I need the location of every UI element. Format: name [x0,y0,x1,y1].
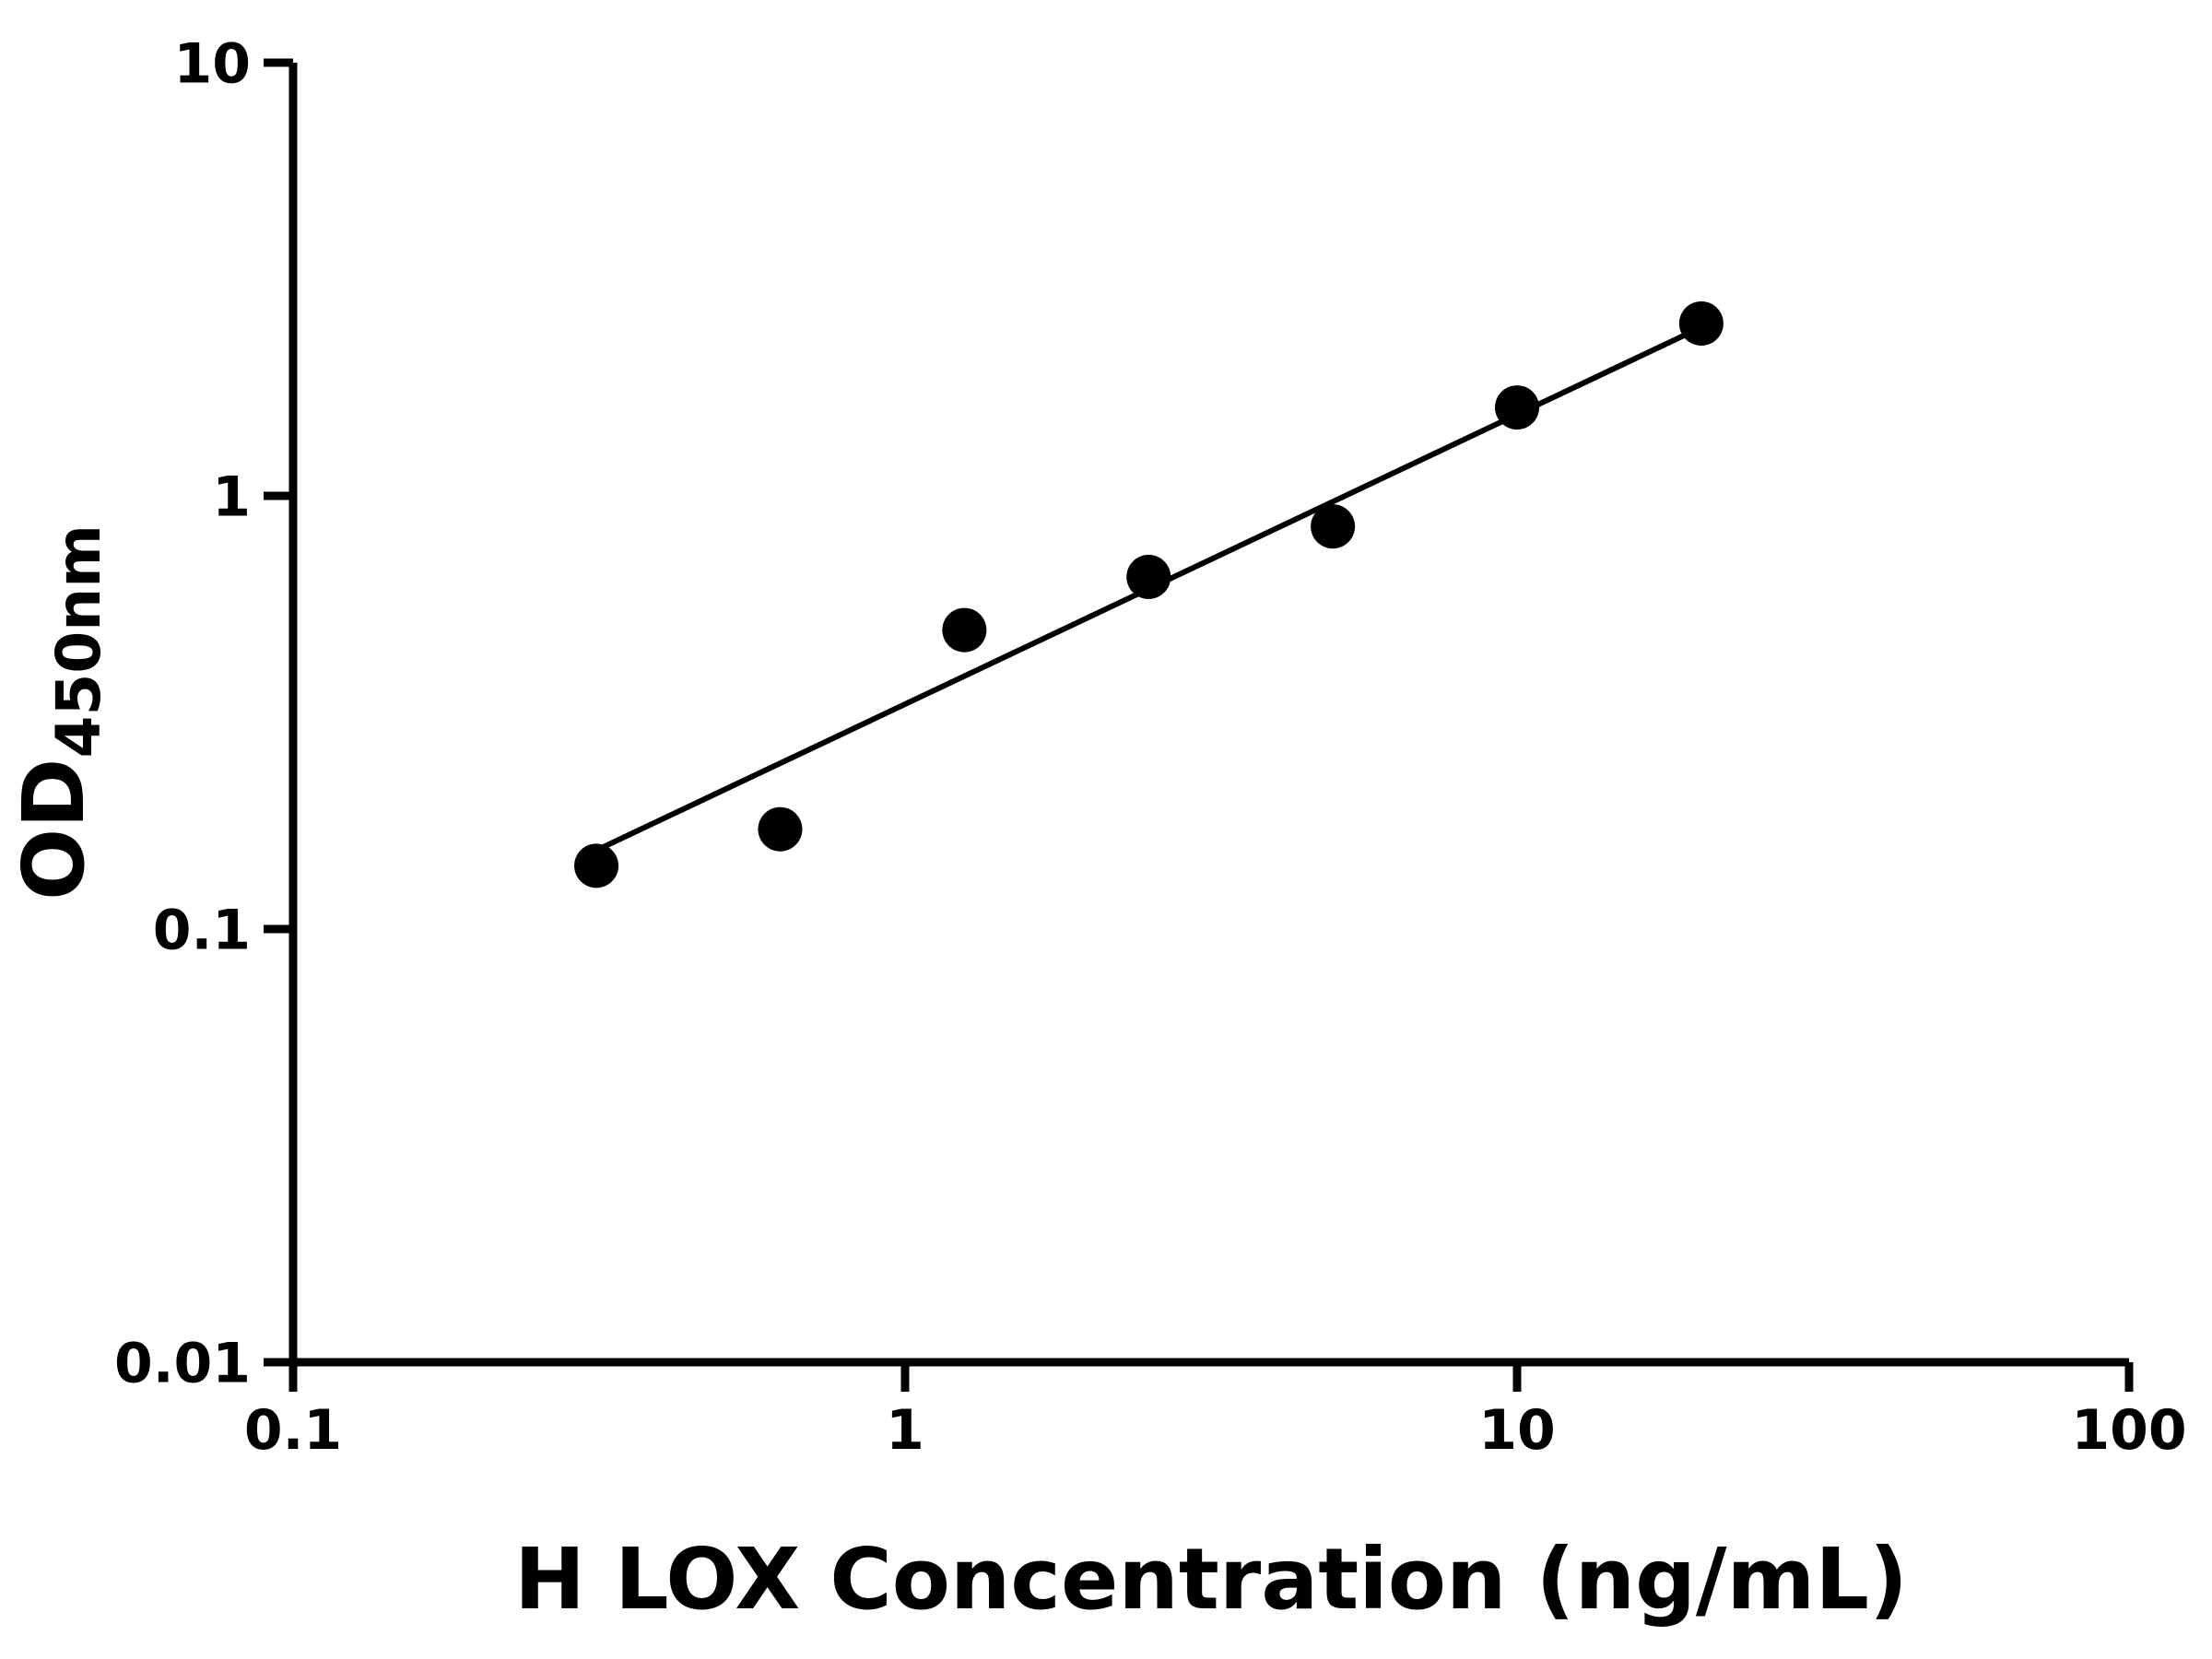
y-tick-label: 0.1 [153,899,251,963]
data-point [574,843,619,888]
data-point [1311,504,1356,549]
x-axis-title: H LOX Concentration (ng/mL) [514,1530,1908,1629]
data-point [1126,554,1171,599]
data-point [758,806,803,852]
x-tick-label: 100 [2071,1398,2186,1463]
y-tick-label: 10 [174,32,252,97]
data-point [942,607,987,653]
y-axis-title-main: OD [5,758,103,900]
y-tick-label: 0.01 [114,1332,251,1396]
x-tick-label: 0.1 [244,1398,342,1463]
axis-spines [288,63,2129,1367]
y-axis-title-subscript: 450nm [43,524,114,759]
x-tick-label: 1 [886,1398,924,1463]
y-tick-label: 1 [212,465,251,530]
y-axis-title: OD450nm [5,524,114,900]
x-tick-label: 10 [1478,1398,1556,1463]
data-point [1678,300,1724,346]
data-point [1495,385,1539,430]
